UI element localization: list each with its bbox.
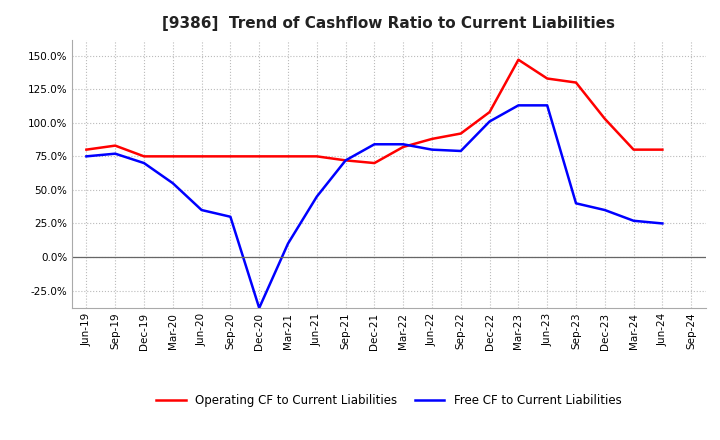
Operating CF to Current Liabilities — [341, 158, 350, 163]
Operating CF to Current Liabilities — [111, 143, 120, 148]
Operating CF to Current Liabilities — [399, 144, 408, 150]
Operating CF to Current Liabilities — [456, 131, 465, 136]
Operating CF to Current Liabilities — [370, 161, 379, 166]
Operating CF to Current Liabilities — [600, 116, 609, 121]
Operating CF to Current Liabilities — [140, 154, 148, 159]
Operating CF to Current Liabilities — [485, 110, 494, 115]
Free CF to Current Liabilities — [111, 151, 120, 156]
Operating CF to Current Liabilities — [82, 147, 91, 152]
Operating CF to Current Liabilities — [168, 154, 177, 159]
Free CF to Current Liabilities — [600, 207, 609, 213]
Operating CF to Current Liabilities — [312, 154, 321, 159]
Free CF to Current Liabilities — [312, 194, 321, 199]
Free CF to Current Liabilities — [543, 103, 552, 108]
Free CF to Current Liabilities — [370, 142, 379, 147]
Free CF to Current Liabilities — [284, 241, 292, 246]
Free CF to Current Liabilities — [82, 154, 91, 159]
Free CF to Current Liabilities — [168, 180, 177, 186]
Operating CF to Current Liabilities — [284, 154, 292, 159]
Free CF to Current Liabilities — [197, 207, 206, 213]
Free CF to Current Liabilities — [658, 221, 667, 226]
Operating CF to Current Liabilities — [428, 136, 436, 142]
Free CF to Current Liabilities — [485, 119, 494, 124]
Free CF to Current Liabilities — [514, 103, 523, 108]
Free CF to Current Liabilities — [399, 142, 408, 147]
Operating CF to Current Liabilities — [629, 147, 638, 152]
Operating CF to Current Liabilities — [255, 154, 264, 159]
Line: Operating CF to Current Liabilities: Operating CF to Current Liabilities — [86, 60, 662, 163]
Operating CF to Current Liabilities — [197, 154, 206, 159]
Operating CF to Current Liabilities — [514, 57, 523, 62]
Free CF to Current Liabilities — [226, 214, 235, 220]
Free CF to Current Liabilities — [629, 218, 638, 224]
Operating CF to Current Liabilities — [226, 154, 235, 159]
Free CF to Current Liabilities — [572, 201, 580, 206]
Free CF to Current Liabilities — [456, 148, 465, 154]
Free CF to Current Liabilities — [428, 147, 436, 152]
Free CF to Current Liabilities — [140, 161, 148, 166]
Operating CF to Current Liabilities — [658, 147, 667, 152]
Free CF to Current Liabilities — [255, 305, 264, 311]
Operating CF to Current Liabilities — [543, 76, 552, 81]
Operating CF to Current Liabilities — [572, 80, 580, 85]
Legend: Operating CF to Current Liabilities, Free CF to Current Liabilities: Operating CF to Current Liabilities, Fre… — [151, 389, 626, 411]
Line: Free CF to Current Liabilities: Free CF to Current Liabilities — [86, 105, 662, 308]
Free CF to Current Liabilities — [341, 158, 350, 163]
Title: [9386]  Trend of Cashflow Ratio to Current Liabilities: [9386] Trend of Cashflow Ratio to Curren… — [162, 16, 616, 32]
